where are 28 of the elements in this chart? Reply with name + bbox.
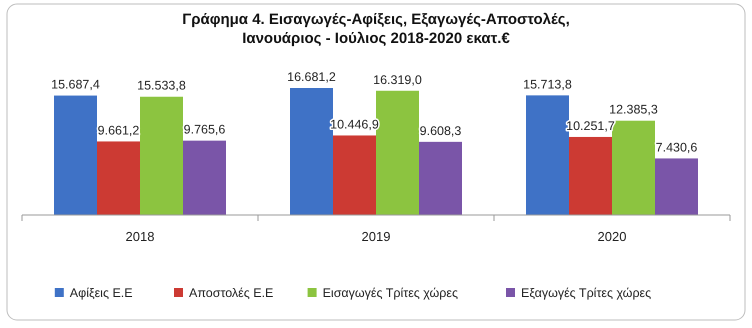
chart-title: Γράφημα 4. Εισαγωγές-Αφίξεις, Εξαγωγές-Αποστολές, Ιανουάριος - Ιούλιος 2018-2020 εκατ.€: [182, 11, 570, 47]
legend-label: Εξαγωγές Τρίτες χώρες: [521, 286, 652, 300]
legend-label: Εισαγωγές Τρίτες χώρες: [322, 286, 458, 300]
x-tick-label: 2020: [598, 229, 626, 244]
data-label: 15.687,4: [51, 78, 100, 92]
bar: [290, 88, 333, 215]
data-label: 16.319,0: [373, 72, 422, 87]
bar: [419, 142, 462, 215]
bar: [333, 135, 376, 215]
data-label: 16.681,2: [287, 70, 336, 84]
bar: [183, 140, 226, 215]
legend-label: Αφίξεις Ε.Ε: [70, 286, 133, 300]
data-label: 9.765,6: [184, 122, 226, 137]
x-tick-label: 2019: [362, 229, 390, 244]
x-tick-label: 2018: [126, 229, 154, 244]
bar: [140, 96, 183, 215]
data-label: 15.533,8: [137, 78, 186, 93]
data-label: 9.661,2: [98, 123, 140, 138]
data-label: 15.713,8: [523, 77, 572, 92]
data-label: 7.430,6: [656, 140, 698, 154]
bar: [569, 136, 612, 215]
data-label: 12.385,3: [609, 102, 658, 117]
bar: [97, 141, 140, 215]
bar: [526, 95, 569, 215]
bar: [54, 96, 97, 215]
bar: [655, 158, 698, 215]
legend-label: Αποστολές Ε.Ε: [189, 286, 274, 300]
data-label: 9.608,3: [420, 124, 462, 138]
